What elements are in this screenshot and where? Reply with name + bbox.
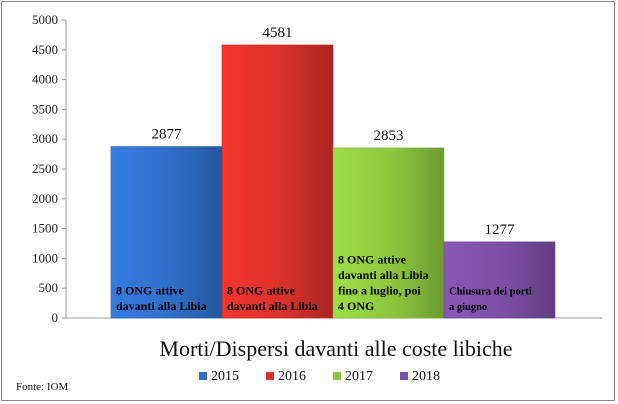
y-tick-label: 1000 [32, 250, 58, 265]
value-label-2018: 1277 [485, 222, 516, 238]
chart-title: Morti/Dispersi davanti alle coste libich… [159, 336, 512, 361]
y-tick-label: 3000 [32, 131, 58, 146]
legend-label-2018: 2018 [412, 369, 440, 384]
y-tick-label: 2500 [32, 161, 58, 176]
legend-swatch-2015 [199, 372, 207, 380]
value-label-2015: 2877 [152, 127, 183, 143]
bar-annotations: 8 ONG attive davanti alla Libia 8 ONG atti… [116, 253, 532, 314]
value-label-2016: 4581 [263, 25, 293, 41]
legend-label-2015: 2015 [211, 369, 239, 384]
legend-label-2016: 2016 [278, 369, 306, 384]
y-tick-label: 500 [39, 280, 59, 295]
bar-2018 [443, 241, 556, 319]
y-axis: 0 500 1000 1500 2000 2500 3000 3500 4000 4500 5000 [32, 12, 602, 325]
bar-annotation-2018: Chiusura dei porti a giugno [449, 287, 532, 314]
bar-annotation-2016: 8 ONG attive davanti alla Libia [227, 284, 318, 314]
bar-annotation-2015: 8 ONG attive davanti alla Libia [116, 284, 207, 314]
y-tick-label: 2000 [32, 191, 58, 206]
legend: 2015 2016 2017 2018 [199, 369, 440, 384]
legend-swatch-2018 [400, 372, 408, 380]
bar-2017 [332, 147, 445, 319]
y-tick-label: 4500 [32, 42, 58, 57]
bars [110, 44, 556, 319]
bar-2015 [110, 146, 223, 319]
value-labels: 2877 4581 2853 1277 [152, 25, 516, 238]
y-tick-label: 5000 [32, 12, 58, 27]
y-tick-label: 4000 [32, 72, 58, 87]
bar-2016 [221, 44, 334, 319]
legend-label-2017: 2017 [345, 369, 373, 384]
y-tick-label: 3500 [32, 101, 58, 116]
legend-swatch-2017 [333, 372, 341, 380]
bar-annotation-2017: 8 ONG attive davanti alla Libia fino a lug… [338, 253, 429, 314]
value-label-2017: 2853 [374, 128, 404, 144]
source-note: Fonte: IOM [16, 381, 68, 393]
legend-swatch-2016 [266, 372, 274, 380]
y-tick-label: 1500 [32, 221, 58, 236]
y-tick-label: 0 [52, 310, 59, 325]
